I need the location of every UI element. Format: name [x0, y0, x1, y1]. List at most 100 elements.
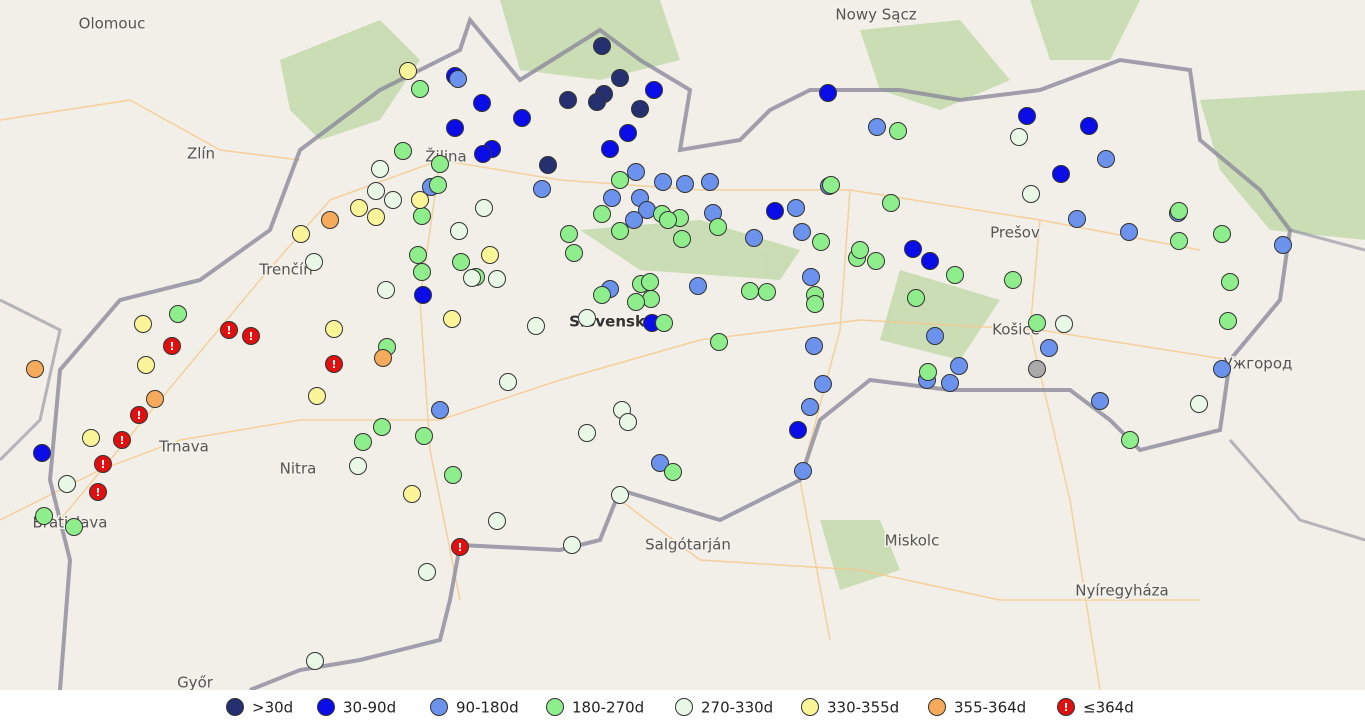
- place-labels: OlomoucZlínŽilinaTrenčínTrnavaNitraBrati…: [31, 4, 1294, 693]
- station-marker: [413, 207, 431, 225]
- station-marker: [305, 253, 323, 271]
- place-label: Nyíregyháza: [1075, 582, 1169, 600]
- station-marker: [921, 252, 939, 270]
- station-marker: [603, 189, 621, 207]
- station-marker: [559, 91, 577, 109]
- station-marker: [625, 211, 643, 229]
- station-marker: [645, 81, 663, 99]
- station-marker: [641, 273, 659, 291]
- station-marker: [373, 418, 391, 436]
- station-marker: [1170, 202, 1188, 220]
- station-marker: [822, 176, 840, 194]
- station-marker: [812, 233, 830, 251]
- legend-label: 355-364d: [954, 699, 1026, 717]
- forest-areas: [280, 0, 1365, 590]
- station-marker: [904, 240, 922, 258]
- place-label: Trenčín: [258, 261, 312, 279]
- station-marker: [94, 455, 112, 473]
- station-marker: [588, 93, 606, 111]
- station-marker: [946, 266, 964, 284]
- station-marker: [399, 62, 417, 80]
- station-marker: [33, 444, 51, 462]
- station-marker: [801, 398, 819, 416]
- station-marker: [651, 454, 669, 472]
- station-marker: [593, 205, 611, 223]
- station-marker: [1010, 128, 1028, 146]
- station-marker: [403, 485, 421, 503]
- station-marker: [593, 37, 611, 55]
- station-marker: [1091, 392, 1109, 410]
- alert-symbol: !: [95, 486, 100, 499]
- station-marker: [325, 355, 343, 373]
- place-label: Zlín: [187, 145, 215, 163]
- alert-symbol: !: [248, 330, 253, 343]
- station-marker: [163, 337, 181, 355]
- station-marker: [446, 119, 464, 137]
- station-marker: [659, 211, 677, 229]
- station-marker: [58, 475, 76, 493]
- station-marker: [1274, 236, 1292, 254]
- station-marker: [664, 463, 682, 481]
- station-marker: [1040, 339, 1058, 357]
- station-marker: [451, 538, 469, 556]
- station-marker: [560, 225, 578, 243]
- station-marker: [367, 182, 385, 200]
- station-marker: [429, 176, 447, 194]
- station-marker: [941, 374, 959, 392]
- station-marker: [371, 160, 389, 178]
- station-marker: [578, 424, 596, 442]
- alert-symbol: !: [100, 458, 105, 471]
- station-marker: [1121, 431, 1139, 449]
- place-label: Ужгород: [1224, 355, 1293, 373]
- place-label: Nitra: [280, 460, 317, 478]
- station-marker: [65, 518, 83, 536]
- station-marker: [1097, 150, 1115, 168]
- station-marker: [1190, 395, 1208, 413]
- station-marker: [710, 333, 728, 351]
- station-marker: [1028, 314, 1046, 332]
- station-marker: [488, 270, 506, 288]
- station-marker: [882, 194, 900, 212]
- stations: !!!!!!!!!: [26, 37, 1292, 670]
- station-marker: [1120, 223, 1138, 241]
- station-marker: [619, 124, 637, 142]
- station-marker: [627, 293, 645, 311]
- legend-swatch: [928, 698, 946, 716]
- station-marker: [789, 421, 807, 439]
- station-marker: [411, 191, 429, 209]
- place-label: Győr: [177, 674, 214, 692]
- legend-label: 270-330d: [701, 699, 773, 717]
- legend-label: ≤364d: [1083, 699, 1134, 717]
- station-marker: [450, 222, 468, 240]
- station-marker: [220, 321, 238, 339]
- station-marker: [655, 314, 673, 332]
- station-marker: [851, 241, 869, 259]
- station-marker: [1022, 185, 1040, 203]
- station-marker: [926, 327, 944, 345]
- station-marker: [292, 225, 310, 243]
- place-label: Trnava: [158, 438, 209, 456]
- station-marker: [611, 171, 629, 189]
- station-marker: [431, 155, 449, 173]
- station-marker: [1170, 232, 1188, 250]
- station-marker: [565, 244, 583, 262]
- station-marker: [611, 486, 629, 504]
- station-marker: [443, 310, 461, 328]
- station-marker: [473, 94, 491, 112]
- station-marker: [169, 305, 187, 323]
- legend-label: 330-355d: [827, 699, 899, 717]
- station-marker: [350, 199, 368, 217]
- legend-swatch: [430, 698, 448, 716]
- place-label: Salgótarján: [645, 536, 731, 554]
- station-marker: [673, 230, 691, 248]
- alert-symbol: !: [226, 324, 231, 337]
- station-marker: [1018, 107, 1036, 125]
- station-marker: [539, 156, 557, 174]
- station-marker: [593, 286, 611, 304]
- station-marker: [413, 263, 431, 281]
- legend-label: 30-90d: [343, 699, 396, 717]
- station-marker: [709, 218, 727, 236]
- station-marker: [242, 327, 260, 345]
- alert-symbol: !: [169, 340, 174, 353]
- station-marker: [452, 253, 470, 271]
